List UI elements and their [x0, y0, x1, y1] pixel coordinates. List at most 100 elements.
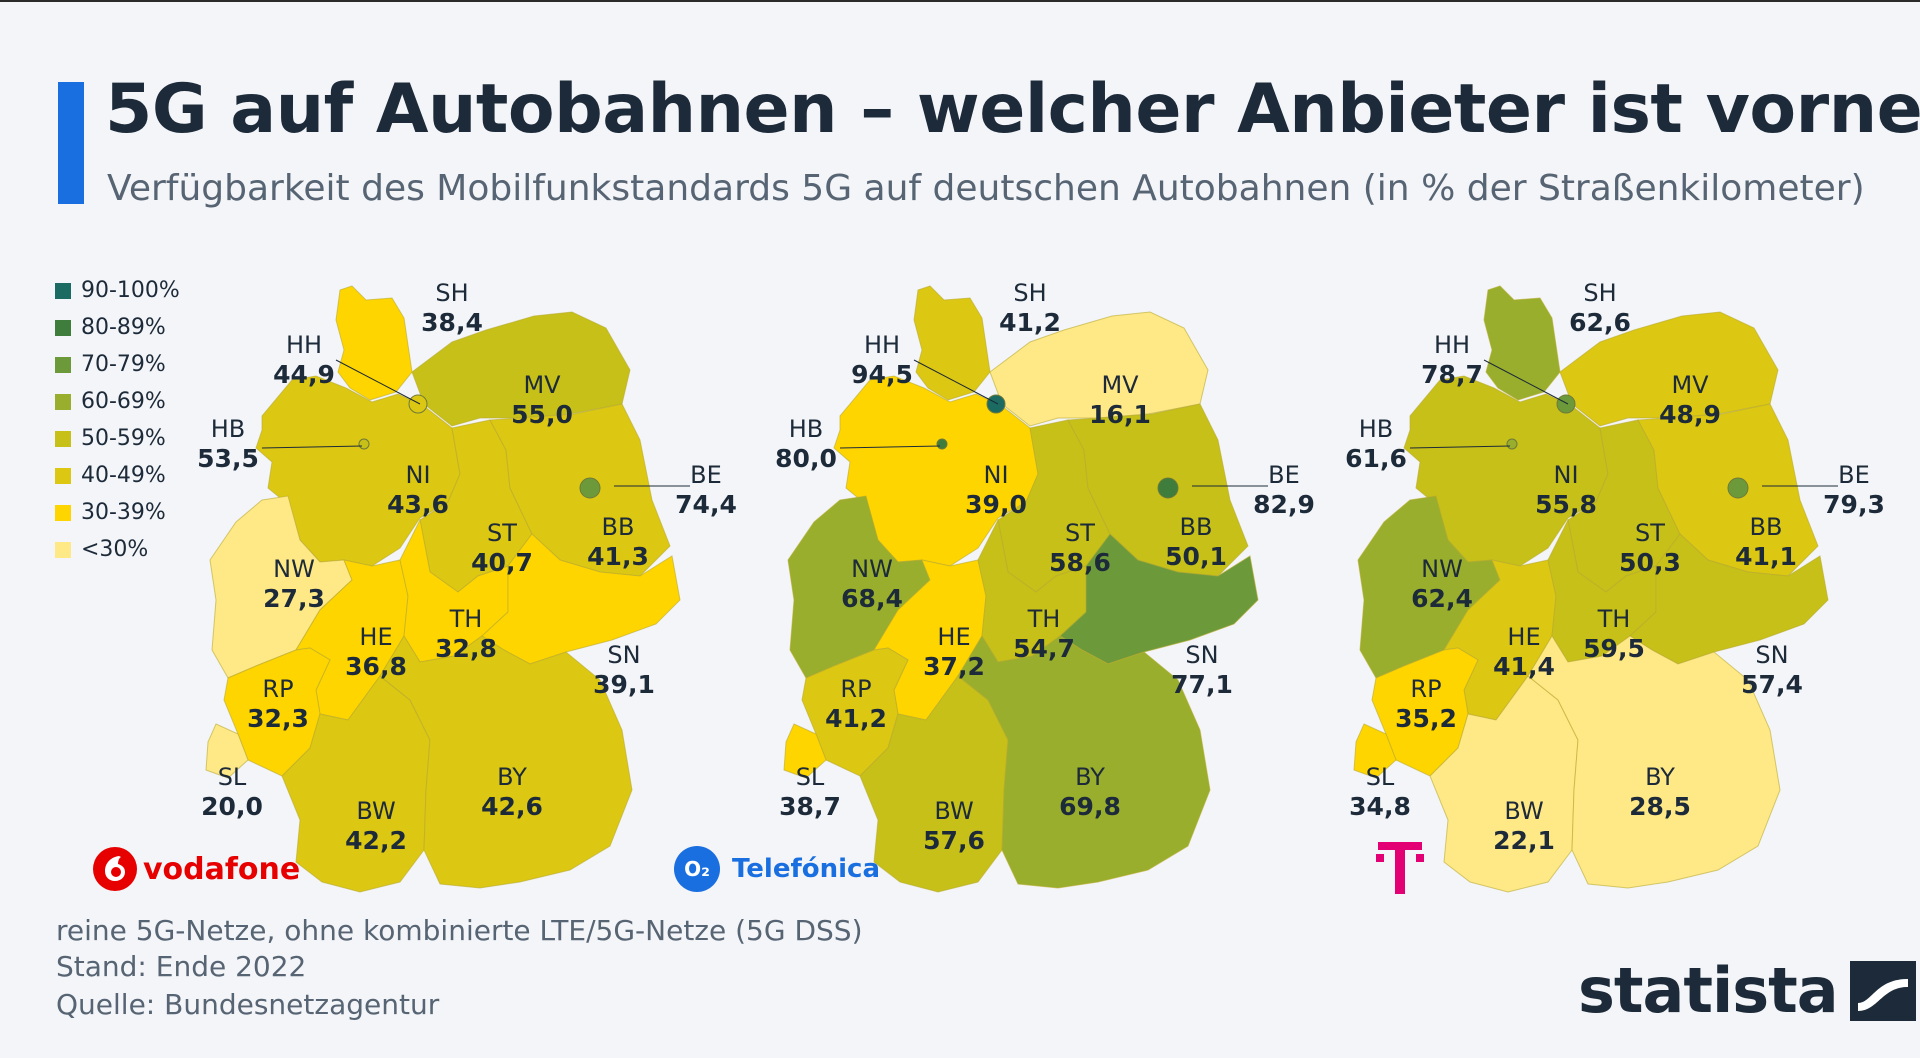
region-label-sl: SL 34,8	[1349, 762, 1411, 822]
region-value: 41,2	[999, 308, 1061, 337]
region-value: 80,0	[775, 444, 837, 473]
region-code: HH	[863, 331, 901, 359]
region-value: 69,8	[1059, 792, 1121, 821]
region-label-st: ST 40,7	[471, 518, 533, 578]
region-label-bw: BW 57,6	[923, 796, 985, 856]
region-value: 20,0	[201, 792, 263, 821]
state-sl	[783, 723, 827, 779]
region-code: BE	[690, 461, 722, 489]
legend-item: 60-69%	[55, 383, 180, 420]
region-code: TH	[1027, 605, 1061, 633]
region-value: 74,4	[675, 490, 737, 519]
vodafone-wordmark: vodafone	[143, 851, 301, 887]
legend-swatch	[55, 430, 71, 447]
region-label-th: TH 54,7	[1013, 604, 1075, 664]
top-border	[0, 0, 1920, 2]
region-label-bb: BB 41,3	[587, 512, 649, 572]
state-by	[1527, 635, 1781, 889]
legend-swatch	[55, 541, 71, 558]
region-code: ST	[487, 519, 517, 547]
leader-line-hh	[913, 359, 999, 405]
region-label-hb: HB 80,0	[775, 414, 837, 474]
map-telefnica	[783, 285, 1268, 893]
legend-item: 30-39%	[55, 494, 180, 531]
region-code: NI	[405, 461, 431, 489]
region-code: SN	[607, 641, 641, 669]
region-label-bb: BB 41,1	[1735, 512, 1797, 572]
region-label-nw: NW 27,3	[263, 554, 325, 614]
region-value: 62,6	[1569, 308, 1631, 337]
region-code: SL	[217, 763, 247, 791]
region-label-he: HE 36,8	[345, 622, 407, 682]
region-label-hb: HB 53,5	[197, 414, 259, 474]
region-code: BW	[356, 797, 396, 825]
region-code: SH	[1583, 279, 1617, 307]
region-label-hh: HH 94,5	[851, 330, 913, 390]
state-mv	[989, 311, 1209, 427]
region-label-th: TH 59,5	[1583, 604, 1645, 664]
legend-swatch	[55, 467, 71, 484]
city-state-be	[1727, 477, 1749, 499]
region-code: NW	[273, 555, 315, 583]
region-value: 77,1	[1171, 670, 1233, 699]
region-value: 38,4	[421, 308, 483, 337]
region-value: 22,1	[1493, 826, 1555, 855]
region-label-sh: SH 41,2	[999, 278, 1061, 338]
footnote-date: Stand: Ende 2022	[56, 950, 307, 983]
map-telekom	[1353, 285, 1838, 893]
state-by	[957, 635, 1211, 889]
city-state-hb	[1506, 438, 1518, 450]
region-code: SL	[795, 763, 825, 791]
region-label-st: ST 58,6	[1049, 518, 1111, 578]
region-label-sn: SN 39,1	[593, 640, 655, 700]
region-value: 32,3	[247, 704, 309, 733]
region-value: 35,2	[1395, 704, 1457, 733]
region-code: HB	[1358, 415, 1394, 443]
region-value: 41,1	[1735, 542, 1797, 571]
footnote-source: Quelle: Bundesnetzagentur	[56, 988, 440, 1021]
region-label-hh: HH 44,9	[273, 330, 335, 390]
region-code: MV	[523, 371, 561, 399]
region-value: 82,9	[1253, 490, 1315, 519]
region-label-hh: HH 78,7	[1421, 330, 1483, 390]
region-code: RP	[262, 675, 294, 703]
region-code: HE	[1507, 623, 1541, 651]
region-label-be: BE 82,9	[1253, 460, 1315, 520]
region-code: HH	[285, 331, 323, 359]
region-code: ST	[1635, 519, 1665, 547]
map-vodafone	[205, 285, 690, 893]
legend-label: 70-79%	[81, 352, 166, 377]
leader-line-hb	[839, 445, 941, 449]
region-value: 41,2	[825, 704, 887, 733]
state-by	[379, 635, 633, 889]
region-label-sn: SN 57,4	[1741, 640, 1803, 700]
legend-item: 40-49%	[55, 457, 180, 494]
footnote-note: reine 5G-Netze, ohne kombinierte LTE/5G-…	[56, 914, 863, 947]
region-value: 57,4	[1741, 670, 1803, 699]
region-code: MV	[1671, 371, 1709, 399]
region-code: SN	[1185, 641, 1219, 669]
region-value: 43,6	[387, 490, 449, 519]
region-label-ni: NI 43,6	[387, 460, 449, 520]
statista-wordmark: statista	[1578, 954, 1839, 1027]
city-state-hb	[936, 438, 948, 450]
state-sh	[335, 285, 413, 401]
region-value: 57,6	[923, 826, 985, 855]
region-label-rp: RP 32,3	[247, 674, 309, 734]
statista-logo: statista	[1578, 954, 1916, 1027]
legend-label: 80-89%	[81, 315, 166, 340]
region-label-he: HE 37,2	[923, 622, 985, 682]
region-value: 68,4	[841, 584, 903, 613]
state-sl	[205, 723, 249, 779]
city-state-hh	[1556, 394, 1576, 414]
title-accent-bar	[58, 82, 84, 204]
region-code: SH	[1013, 279, 1047, 307]
region-code: SH	[435, 279, 469, 307]
region-value: 39,1	[593, 670, 655, 699]
region-label-nw: NW 62,4	[1411, 554, 1473, 614]
region-code: TH	[1597, 605, 1631, 633]
leader-line-hb	[261, 445, 363, 449]
region-value: 36,8	[345, 652, 407, 681]
chart-title: 5G auf Autobahnen – welcher Anbieter ist…	[105, 70, 1920, 149]
